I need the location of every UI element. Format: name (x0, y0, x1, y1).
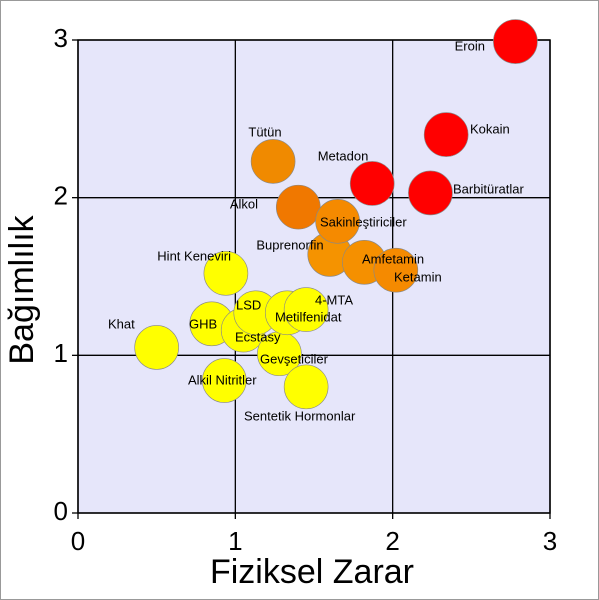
point-label: Buprenorfin (256, 237, 323, 252)
bubble (275, 184, 321, 230)
point-label: LSD (236, 297, 261, 312)
point-label: Tütün (248, 124, 281, 139)
point-label: Kokain (470, 121, 510, 136)
bubble (493, 19, 538, 64)
bubble (203, 251, 249, 296)
y-tick-label: 3 (54, 23, 68, 53)
y-tick-label: 1 (54, 338, 68, 368)
bubble (283, 287, 329, 332)
bubble (349, 161, 395, 206)
bubble (408, 170, 453, 216)
point-label: Sakinleştiriciler (320, 214, 407, 229)
point-label: Ketamin (394, 269, 442, 284)
point-label: 4-MTA (315, 292, 353, 307)
point-label: Amfetamin (362, 251, 424, 266)
y-tick-label: 2 (54, 181, 68, 211)
bubble (250, 139, 296, 184)
point-label: Alkol (230, 196, 258, 211)
y-tick-label: 0 (54, 496, 68, 526)
point-label: Eroin (455, 38, 485, 53)
bubble (283, 364, 329, 410)
x-tick-label: 1 (228, 526, 242, 556)
point-label: Metilfenidat (275, 309, 342, 324)
y-axis-title: Bağımlılık (3, 214, 41, 364)
point-label: Alkil Nitritler (188, 372, 257, 387)
x-tick-label: 0 (71, 526, 85, 556)
bubble (315, 199, 360, 244)
x-tick-label: 2 (385, 526, 399, 556)
plot-area (78, 40, 550, 513)
point-label: Gevşeticiler (260, 351, 329, 366)
plot-border (77, 39, 551, 514)
bubble (202, 358, 247, 403)
bubble (373, 247, 419, 293)
point-label: Metadon (318, 148, 369, 163)
point-label: Barbitüratlar (453, 181, 524, 196)
bubble (423, 112, 469, 157)
point-label: Sentetik Hormonlar (244, 408, 356, 423)
point-label: Hint Keneviri (157, 248, 231, 263)
point-label: Ecstasy (235, 329, 281, 344)
point-label: Khat (108, 316, 135, 331)
x-tick-label: 3 (543, 526, 557, 556)
point-label: GHB (189, 316, 217, 331)
bubble (134, 325, 179, 370)
x-axis-title: Fiziksel Zarar (210, 553, 414, 591)
